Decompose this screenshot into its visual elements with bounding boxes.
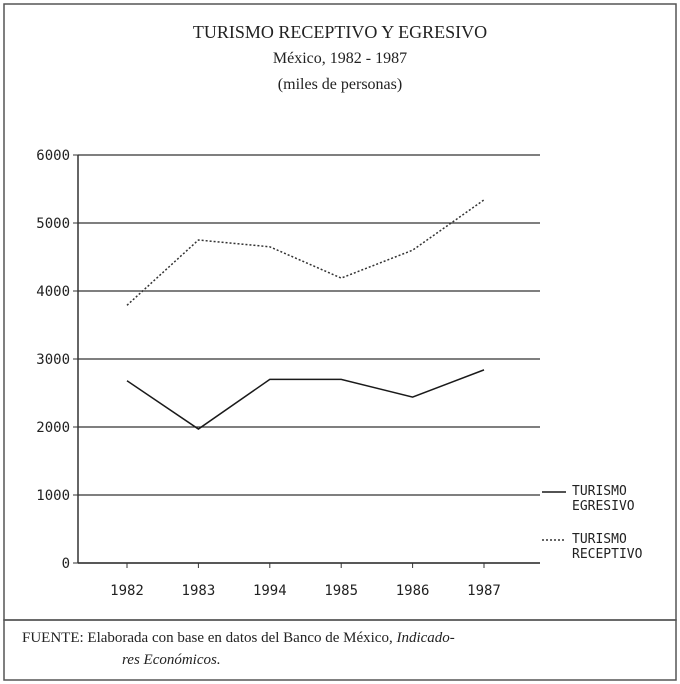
y-tick-label: 1000: [36, 488, 70, 504]
footer-text: FUENTE: Elaborada con base en datos del …: [22, 630, 396, 646]
x-tick-label: 1985: [324, 583, 358, 599]
footer-frame: [3, 619, 677, 681]
x-tick-label: 1987: [467, 583, 501, 599]
chart-title: TURISMO RECEPTIVO Y EGRESIVO: [193, 22, 487, 42]
y-tick-label: 4000: [36, 284, 70, 300]
chart-subtitle: México, 1982 - 1987: [273, 50, 407, 67]
x-tick-label: 1994: [253, 583, 287, 599]
legend-label: TURISMO RECEPTIVO: [572, 532, 643, 562]
unit-label: (miles de personas): [278, 76, 402, 93]
x-tick-label: 1983: [182, 583, 216, 599]
series-line: [126, 369, 485, 430]
y-tick-label: 5000: [36, 216, 70, 232]
footer-line: FUENTE: Elaborada con base en datos del …: [22, 630, 455, 646]
legend-label: TURISMO EGRESIVO: [572, 484, 635, 514]
x-tick-label: 1982: [110, 583, 144, 599]
x-tick-label: 1986: [396, 583, 430, 599]
y-tick-label: 2000: [36, 420, 70, 436]
y-tick-label: 0: [62, 556, 70, 572]
y-tick-label: 6000: [36, 148, 70, 164]
footer-italic: Indicado-: [395, 630, 454, 646]
series-line: [126, 199, 485, 306]
chart-frame: [3, 3, 677, 621]
y-tick-label: 3000: [36, 352, 70, 368]
footer-italic: res Económicos.: [122, 652, 221, 668]
